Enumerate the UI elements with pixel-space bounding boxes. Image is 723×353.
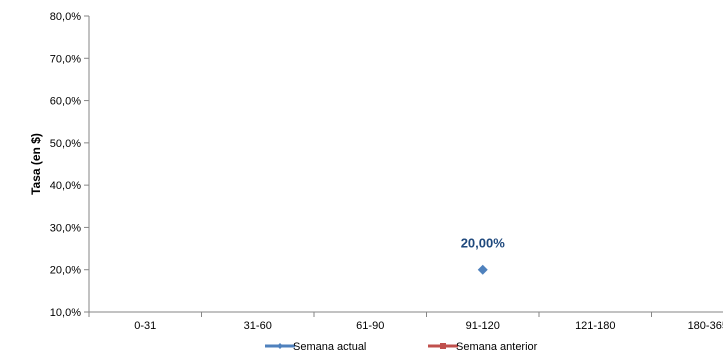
legend-label: Semana actual: [293, 341, 366, 353]
series-layer: 20,00%: [461, 236, 506, 275]
legend-item: Semana anterior: [428, 341, 538, 353]
y-tick-label: 10,0%: [50, 307, 81, 319]
y-tick-label: 80,0%: [50, 11, 81, 23]
x-tick-label: 91-120: [466, 320, 500, 332]
data-point: [477, 264, 488, 275]
x-axis: 0-31 31-60 61-90 91-120 121-180 180-365: [88, 311, 723, 332]
x-tick-label: 180-365: [688, 320, 723, 332]
legend-swatch-marker: [440, 343, 446, 349]
x-tick-label: 121-180: [575, 320, 615, 332]
y-tick-label: 40,0%: [50, 180, 81, 192]
y-tick-label: 60,0%: [50, 96, 81, 108]
x-tick-label: 61-90: [356, 320, 384, 332]
legend-swatch-marker: [277, 343, 283, 349]
legend-label: Semana anterior: [456, 341, 538, 353]
x-tick-label: 31-60: [244, 320, 272, 332]
legend: Semana actual Semana anterior: [265, 341, 538, 353]
y-tick-label: 70,0%: [50, 53, 81, 65]
data-label: 20,00%: [461, 236, 506, 251]
x-tick-label: 0-31: [134, 320, 156, 332]
y-tick-label: 20,0%: [50, 265, 81, 277]
y-tick-label: 30,0%: [50, 222, 81, 234]
legend-item: Semana actual: [265, 341, 366, 353]
y-axis: 10,0% 20,0% 30,0% 40,0% 50,0% 60,0% 70,0% 80,0%: [50, 11, 90, 319]
y-tick-label: 50,0%: [50, 138, 81, 150]
series-0: 20,00%: [461, 236, 506, 275]
y-axis-title: Tasa (en $): [29, 133, 43, 195]
